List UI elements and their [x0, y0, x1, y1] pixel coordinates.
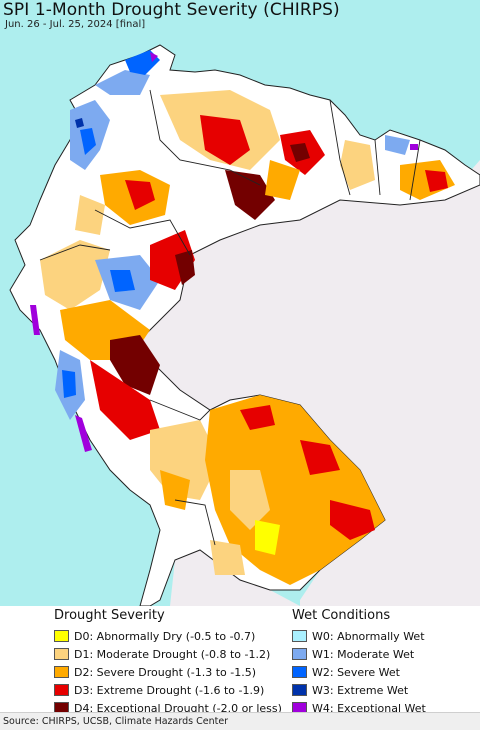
- legend-label-w0: W0: Abnormally Wet: [312, 629, 425, 643]
- wet-legend-heading: Wet Conditions: [292, 608, 391, 623]
- legend-item-d1: D1: Moderate Drought (-0.8 to -1.2): [54, 645, 282, 663]
- severity-patches: [30, 50, 455, 585]
- legend-label-w2: W2: Severe Wet: [312, 665, 400, 679]
- legend-label-w4: W4: Exceptional Wet: [312, 701, 426, 715]
- legend-item-w1: W1: Moderate Wet: [292, 645, 426, 663]
- drought-legend: Drought Severity D0: Abnormally Dry (-0.…: [54, 608, 282, 717]
- legend-item-w3: W3: Extreme Wet: [292, 681, 426, 699]
- legend-item-d2: D2: Severe Drought (-1.3 to -1.5): [54, 663, 282, 681]
- legend-item-w2: W2: Severe Wet: [292, 663, 426, 681]
- swatch-d2: [54, 666, 69, 678]
- outside-region-south: [170, 550, 300, 606]
- swatch-d0: [54, 630, 69, 642]
- map-svg: [0, 0, 480, 606]
- legend-label-w3: W3: Extreme Wet: [312, 683, 409, 697]
- swatch-w1: [292, 648, 307, 660]
- source-footer: Source: CHIRPS, UCSB, Climate Hazards Ce…: [0, 712, 480, 730]
- swatch-w2: [292, 666, 307, 678]
- outside-region-land: [130, 160, 480, 606]
- legend-label-d3: D3: Extreme Drought (-1.6 to -1.9): [74, 683, 265, 697]
- legend-label-w1: W1: Moderate Wet: [312, 647, 415, 661]
- swatch-w3: [292, 684, 307, 696]
- legend-item-d3: D3: Extreme Drought (-1.6 to -1.9): [54, 681, 282, 699]
- legend-label-d0: D0: Abnormally Dry (-0.5 to -0.7): [74, 629, 256, 643]
- map-title: SPI 1-Month Drought Severity (CHIRPS): [3, 0, 340, 20]
- country-borders: [39, 89, 421, 546]
- wet-legend: Wet Conditions W0: Abnormally Wet W1: Mo…: [292, 608, 426, 717]
- swatch-d3: [54, 684, 69, 696]
- legend-label-d4: D4: Exceptional Drought (-2.0 or less): [74, 701, 282, 715]
- map-subtitle: Jun. 26 - Jul. 25, 2024 [final]: [5, 19, 146, 30]
- drought-map: [0, 0, 480, 606]
- swatch-d1: [54, 648, 69, 660]
- swatch-w0: [292, 630, 307, 642]
- legend-item-w0: W0: Abnormally Wet: [292, 627, 426, 645]
- legend-label-d1: D1: Moderate Drought (-0.8 to -1.2): [74, 647, 271, 661]
- drought-legend-heading: Drought Severity: [54, 608, 165, 623]
- legend-item-d0: D0: Abnormally Dry (-0.5 to -0.7): [54, 627, 282, 645]
- legend-label-d2: D2: Severe Drought (-1.3 to -1.5): [74, 665, 257, 679]
- legend: Drought Severity D0: Abnormally Dry (-0.…: [0, 606, 480, 715]
